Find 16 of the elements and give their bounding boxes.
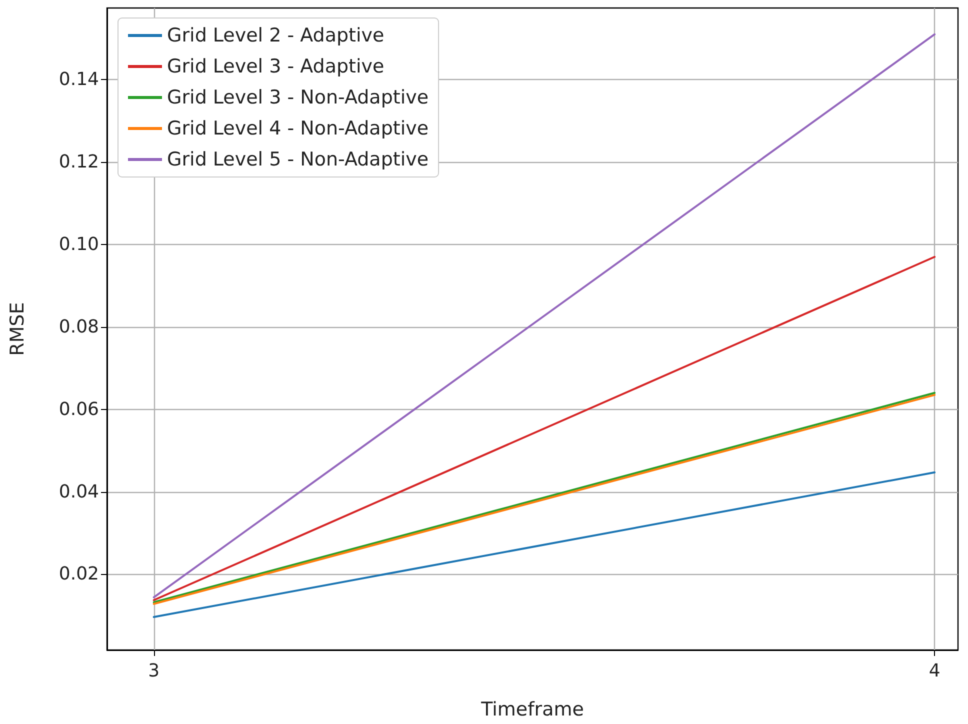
legend-label: Grid Level 2 - Adaptive: [167, 24, 384, 46]
y-tick-label: 0.10: [58, 234, 99, 256]
y-axis-title: RMSE: [6, 302, 28, 356]
x-tick-label: 3: [148, 660, 160, 682]
y-tick-label: 0.02: [58, 564, 99, 585]
x-tick-label: 4: [928, 660, 940, 682]
y-tick-label: 0.08: [58, 316, 99, 338]
legend-label: Grid Level 3 - Non-Adaptive: [167, 86, 429, 108]
y-tick-label: 0.12: [58, 152, 99, 173]
y-tick-label: 0.14: [58, 69, 99, 90]
legend-label: Grid Level 5 - Non-Adaptive: [167, 148, 429, 170]
x-axis-title: Timeframe: [480, 698, 584, 720]
y-tick-label: 0.06: [58, 398, 99, 420]
y-tick-label: 0.04: [58, 481, 99, 502]
legend-label: Grid Level 3 - Adaptive: [167, 56, 384, 78]
legend-label: Grid Level 4 - Non-Adaptive: [167, 118, 429, 140]
